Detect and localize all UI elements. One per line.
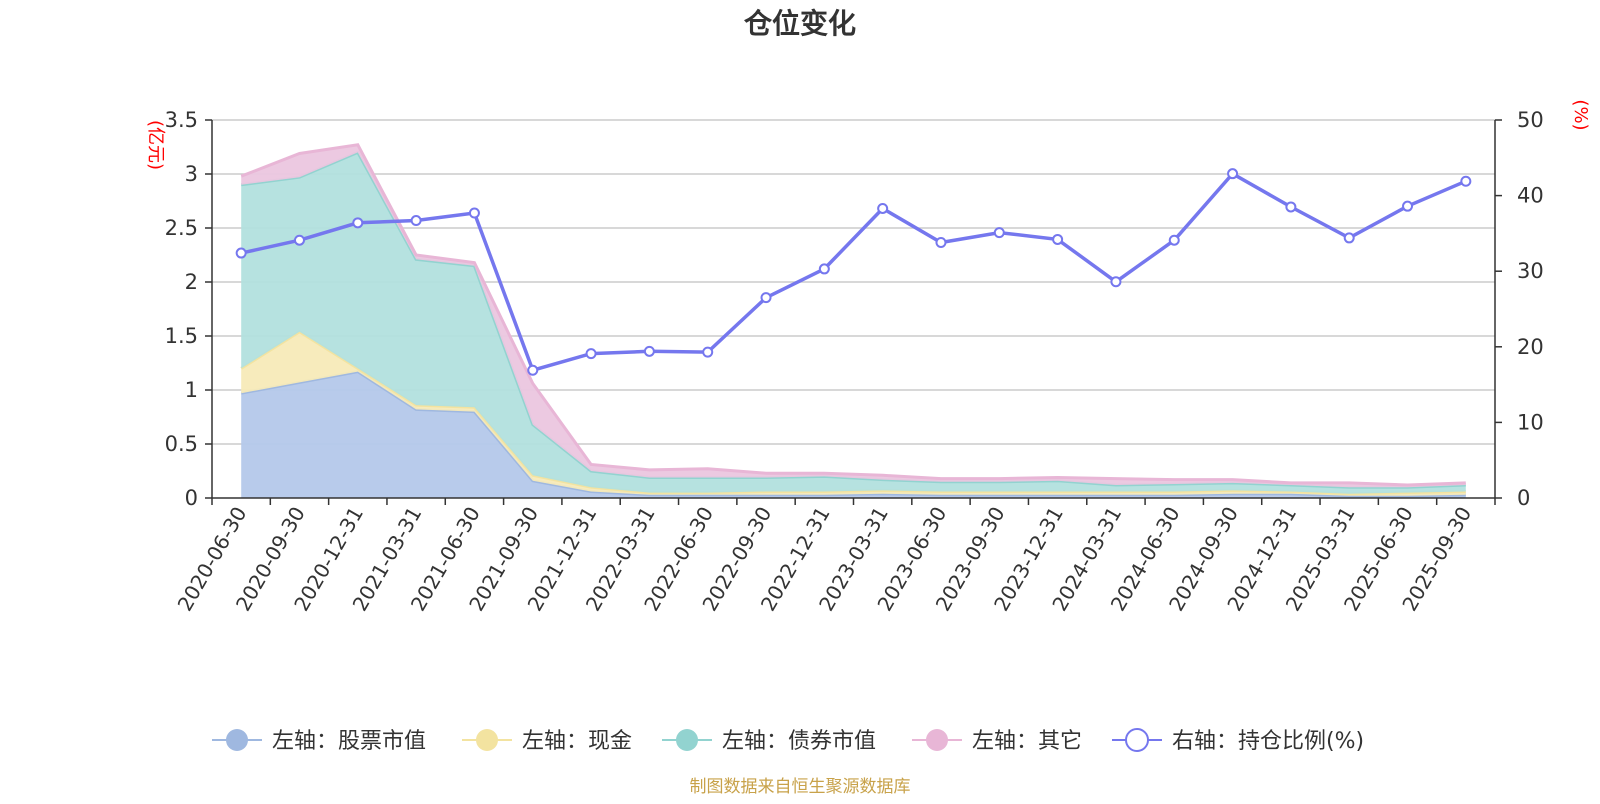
legend-label: 左轴：现金 bbox=[522, 729, 632, 754]
left-tick-label: 0.5 bbox=[165, 432, 198, 456]
left-tick-label: 2 bbox=[185, 270, 198, 294]
ratio-point bbox=[1343, 232, 1355, 244]
ratio-point bbox=[585, 348, 597, 360]
ratio-point bbox=[1168, 234, 1180, 246]
left-tick-label: 1.5 bbox=[165, 324, 198, 348]
ratio-point bbox=[352, 217, 364, 229]
right-axis-unit: (%) bbox=[1570, 99, 1591, 130]
ratio-point bbox=[293, 234, 305, 246]
right-tick-label: 50 bbox=[1517, 108, 1544, 132]
legend-item: 左轴：债券市值 bbox=[662, 729, 876, 754]
legend-item: 左轴：现金 bbox=[462, 729, 632, 754]
legend-label: 左轴：股票市值 bbox=[272, 729, 426, 754]
legend-marker bbox=[1125, 728, 1149, 752]
legend-marker bbox=[226, 729, 248, 751]
ratio-point bbox=[1402, 200, 1414, 212]
ratio-point bbox=[1110, 276, 1122, 288]
ratio-point bbox=[1052, 233, 1064, 245]
ratio-point bbox=[1460, 175, 1472, 187]
left-tick-label: 3 bbox=[185, 162, 198, 186]
area-edge-2 bbox=[240, 329, 1466, 496]
left-tick-label: 0 bbox=[185, 486, 198, 510]
left-tick-label: 1 bbox=[185, 378, 198, 402]
legend-marker bbox=[476, 729, 498, 751]
left-axis-unit: (亿元) bbox=[145, 120, 166, 170]
ratio-point bbox=[235, 247, 247, 259]
ratio-point bbox=[1285, 201, 1297, 213]
legend-label: 右轴：持仓比例(%) bbox=[1172, 729, 1364, 754]
ratio-point bbox=[410, 215, 422, 227]
area-edge-4 bbox=[240, 143, 1466, 487]
right-tick-label: 10 bbox=[1517, 410, 1544, 434]
legend-label: 左轴：债券市值 bbox=[722, 729, 876, 754]
legend-item: 右轴：持仓比例(%) bbox=[1112, 728, 1364, 754]
ratio-line bbox=[240, 171, 1467, 373]
right-tick-label: 0 bbox=[1517, 486, 1530, 510]
right-tick-label: 30 bbox=[1517, 259, 1544, 283]
left-tick-label: 3.5 bbox=[165, 108, 198, 132]
right-tick-label: 40 bbox=[1517, 184, 1544, 208]
ratio-point bbox=[643, 345, 655, 357]
ratio-point bbox=[818, 263, 830, 275]
legend-item: 左轴：股票市值 bbox=[212, 729, 426, 754]
area-1 bbox=[241, 371, 1466, 498]
ratio-point bbox=[1227, 168, 1239, 180]
ratio-point bbox=[877, 202, 889, 214]
ratio-point bbox=[993, 227, 1005, 239]
ratio-point bbox=[935, 236, 947, 248]
right-tick-label: 20 bbox=[1517, 335, 1544, 359]
ratio-point bbox=[702, 346, 714, 358]
ratio-point bbox=[760, 292, 772, 304]
left-tick-label: 2.5 bbox=[165, 216, 198, 240]
source-note: 制图数据来自恒生聚源数据库 bbox=[690, 777, 911, 797]
legend-label: 左轴：其它 bbox=[972, 729, 1082, 754]
area-3 bbox=[241, 152, 1466, 494]
ratio-point bbox=[468, 207, 480, 219]
ratio-point bbox=[527, 364, 539, 376]
chart-title: 仓位变化 bbox=[744, 7, 856, 40]
legend-marker bbox=[676, 729, 698, 751]
legend-item: 左轴：其它 bbox=[912, 729, 1082, 754]
legend-marker bbox=[926, 729, 948, 751]
